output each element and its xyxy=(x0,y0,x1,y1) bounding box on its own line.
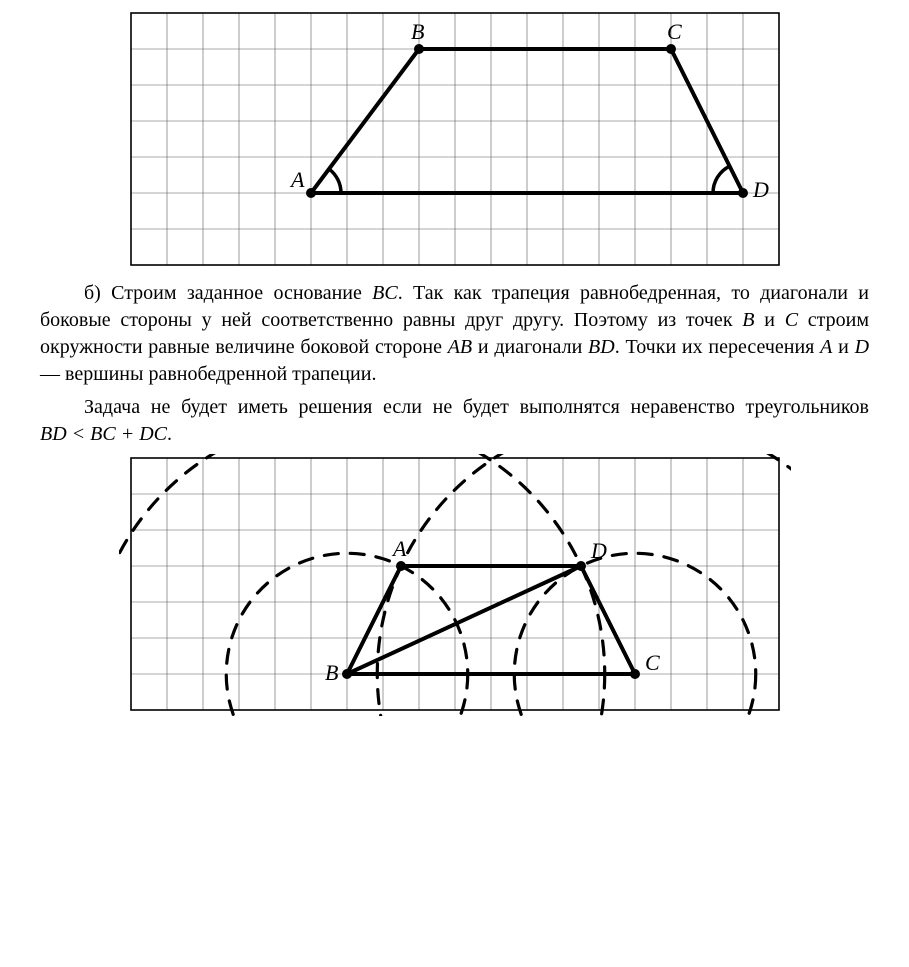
variable-b: B xyxy=(742,309,754,331)
variable-a: A xyxy=(820,336,832,358)
svg-text:C: C xyxy=(667,19,682,44)
variable-ab: AB xyxy=(448,336,472,358)
variable-d: D xyxy=(855,336,869,358)
paragraph-construction: б) Строим заданное основание BC. Так как… xyxy=(40,280,869,388)
text-run: б) Строим заданное основание xyxy=(84,282,372,304)
text-run: и xyxy=(755,309,785,331)
variable-bd: BD xyxy=(588,336,615,358)
svg-text:C: C xyxy=(645,650,660,675)
text-run: . xyxy=(167,423,172,445)
svg-text:D: D xyxy=(752,177,769,202)
text-run: и диагонали xyxy=(472,336,588,358)
figure-construction-arcs: B C A D xyxy=(119,454,791,716)
text-run: — вершины равнобедренной трапеции. xyxy=(40,363,376,385)
svg-text:A: A xyxy=(289,167,305,192)
paragraph-inequality: Задача не будет иметь решения если не бу… xyxy=(40,394,869,448)
inequality-math: BD < BC + DC xyxy=(40,423,167,445)
text-run: . Точки их пересечения xyxy=(615,336,820,358)
svg-text:B: B xyxy=(411,19,424,44)
variable-c: C xyxy=(785,309,798,331)
svg-text:B: B xyxy=(325,660,338,685)
variable-bc: BC xyxy=(372,282,398,304)
text-run: Задача не будет иметь решения если не бу… xyxy=(84,396,869,418)
figure-trapezoid-abcd: A B C D xyxy=(130,12,780,266)
text-run: и xyxy=(832,336,854,358)
svg-text:D: D xyxy=(590,538,607,563)
svg-text:A: A xyxy=(391,536,407,561)
